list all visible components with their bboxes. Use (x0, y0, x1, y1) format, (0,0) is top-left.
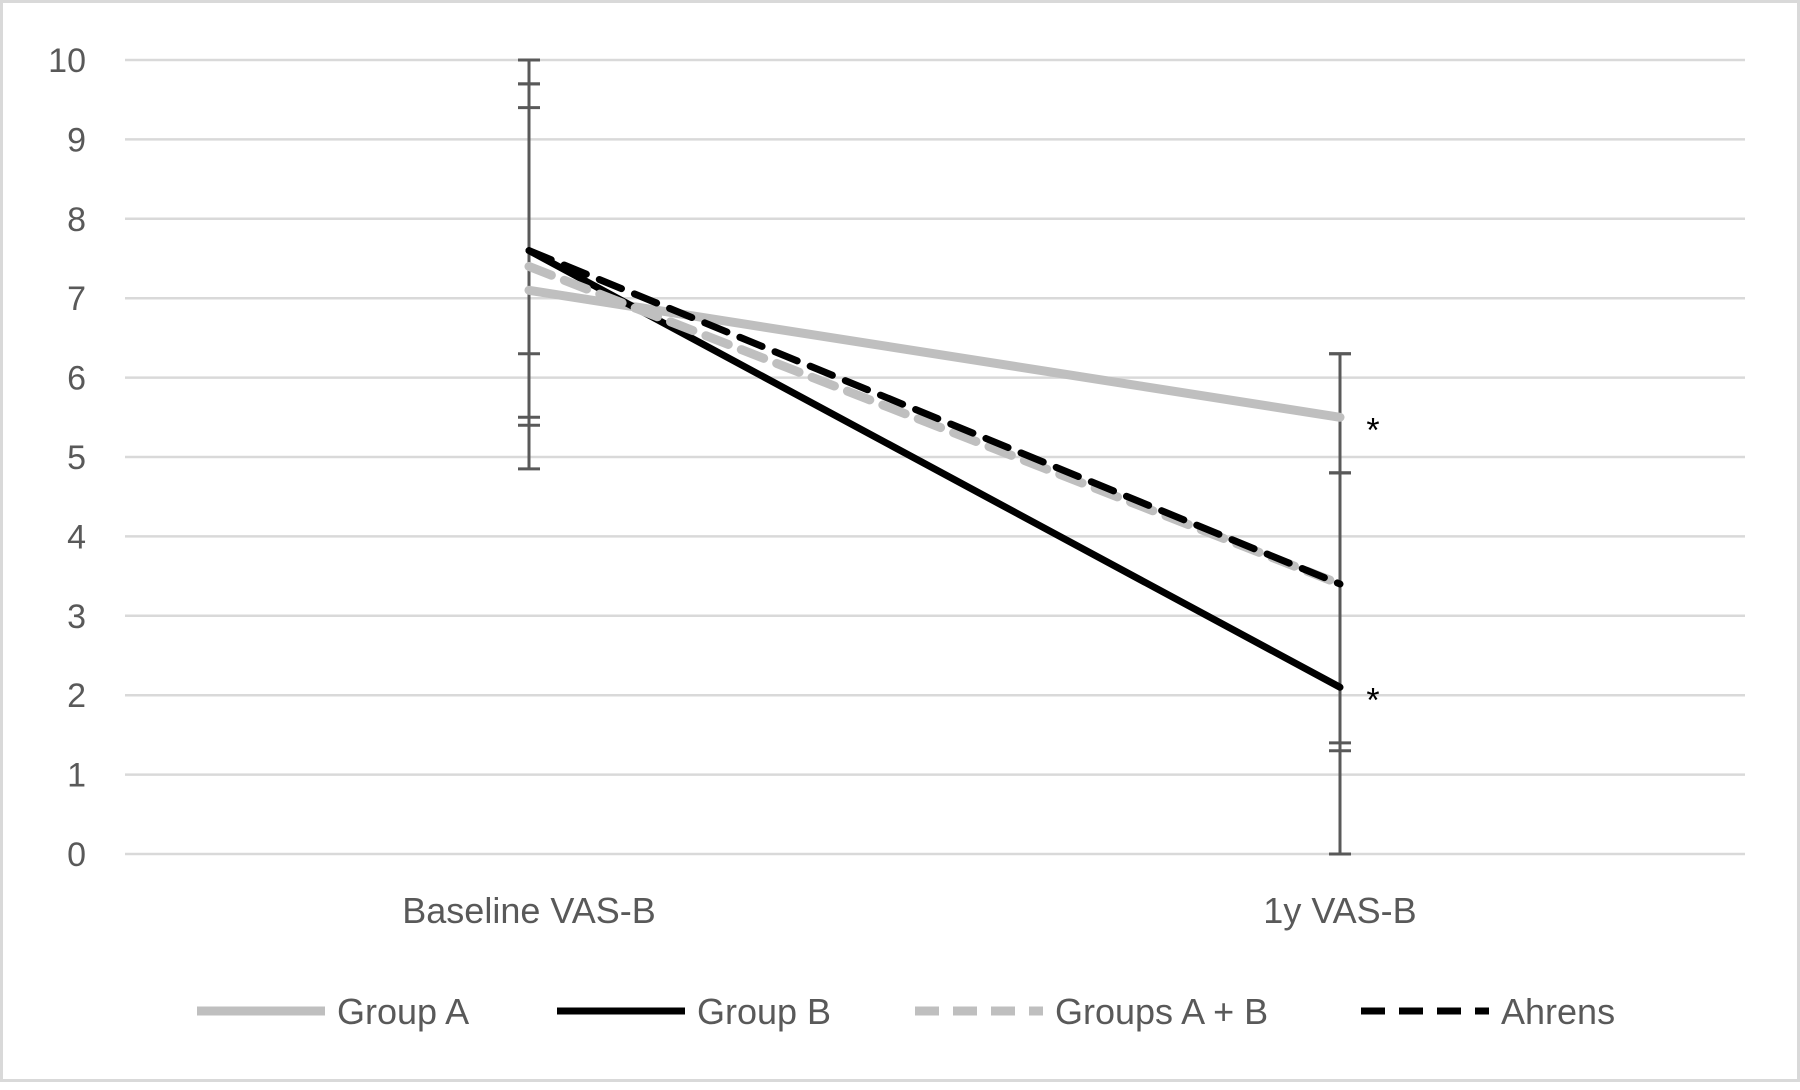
y-tick-label: 0 (67, 836, 86, 874)
y-tick-label: 3 (67, 598, 86, 636)
legend-item: Group B (557, 991, 831, 1032)
y-tick-label: 1 (67, 757, 86, 795)
significance-markers: ** (1366, 411, 1379, 719)
legend-item: Ahrens (1361, 991, 1615, 1032)
y-axis-tick-labels: 0 1 2 3 4 5 6 7 8 9 10 (48, 42, 86, 874)
x-category-label: Baseline VAS-B (402, 890, 655, 931)
gridlines (125, 58, 1745, 856)
legend-label: Ahrens (1501, 991, 1615, 1032)
series-line (525, 247, 1344, 588)
legend-item: Group A (197, 991, 469, 1032)
x-axis-category-labels: Baseline VAS-B 1y VAS-B (402, 890, 1416, 931)
x-category-label: 1y VAS-B (1263, 890, 1416, 931)
legend-label: Group B (697, 991, 831, 1032)
series-lines (524, 247, 1345, 691)
significance-marker: * (1366, 411, 1379, 449)
legend-item: Groups A + B (915, 991, 1268, 1032)
legend: Group A Group B Groups A + B Ahrens (197, 991, 1615, 1032)
y-tick-label: 10 (48, 42, 86, 80)
significance-marker: * (1366, 681, 1379, 719)
y-tick-label: 8 (67, 201, 86, 239)
y-tick-label: 5 (67, 439, 86, 477)
y-tick-label: 2 (67, 677, 86, 715)
y-tick-label: 9 (67, 121, 86, 159)
y-tick-label: 7 (67, 280, 86, 318)
legend-label: Groups A + B (1055, 991, 1268, 1032)
series-line (524, 285, 1345, 422)
y-tick-label: 4 (67, 518, 86, 556)
y-tick-label: 6 (67, 360, 86, 398)
legend-label: Group A (337, 991, 469, 1032)
series-line (525, 247, 1344, 691)
